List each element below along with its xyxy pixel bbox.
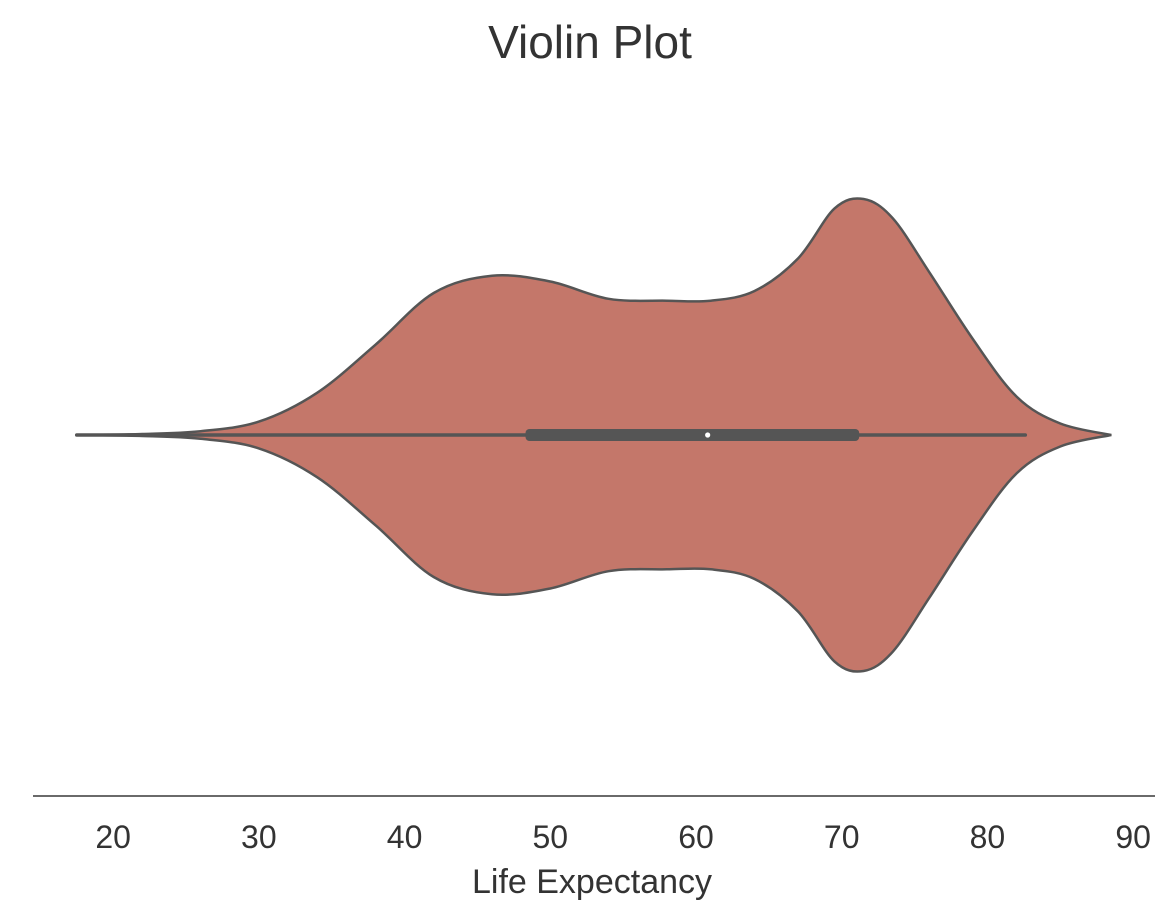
- x-tick-label: 20: [95, 819, 131, 855]
- x-tick-label: 80: [970, 819, 1006, 855]
- x-tick-label: 90: [1115, 819, 1151, 855]
- x-tick-label: 40: [387, 819, 423, 855]
- x-axis-ticks: 20 30 40 50 60 70 80 90: [95, 819, 1151, 855]
- median-marker: [705, 432, 711, 438]
- x-axis-label: Life Expectancy: [472, 863, 712, 901]
- x-tick-label: 70: [824, 819, 860, 855]
- iqr-box: [525, 429, 860, 441]
- x-tick-label: 30: [241, 819, 277, 855]
- plot-area: [74, 197, 1112, 673]
- chart-title: Violin Plot: [488, 16, 692, 68]
- x-tick-label: 50: [532, 819, 568, 855]
- x-tick-label: 60: [678, 819, 714, 855]
